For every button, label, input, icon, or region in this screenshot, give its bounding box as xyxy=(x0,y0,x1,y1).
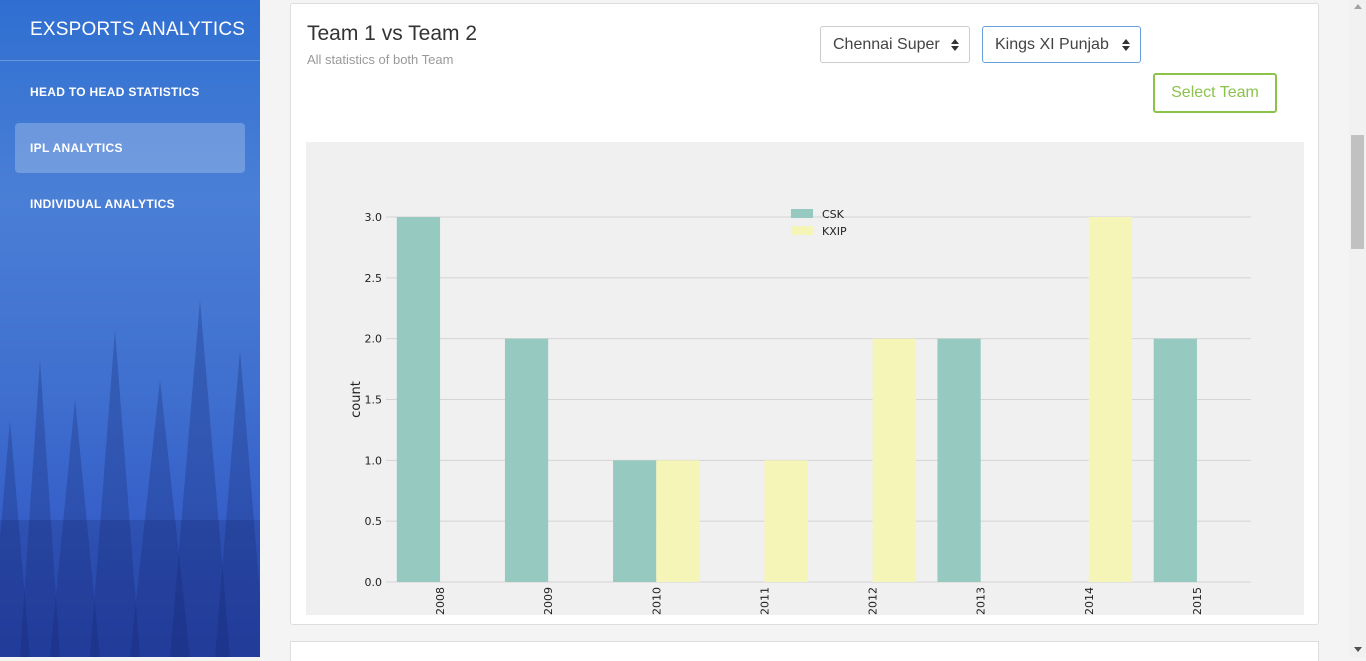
legend-swatch-csk xyxy=(791,209,813,218)
legend-label-kxip: KXIP xyxy=(822,225,847,238)
bar-csk-2010 xyxy=(613,460,657,582)
card-title: Team 1 vs Team 2 xyxy=(307,22,478,45)
y-tick-label: 3.0 xyxy=(365,211,383,224)
bar-csk-2013 xyxy=(937,338,981,582)
bar-kxip-2012 xyxy=(872,338,916,582)
bar-kxip-2014 xyxy=(1088,217,1133,582)
x-tick-label: 2008 xyxy=(434,587,447,615)
forest-background-image xyxy=(0,300,260,657)
scrollbar-thumb[interactable] xyxy=(1351,135,1364,249)
y-tick-label: 2.5 xyxy=(365,272,383,285)
x-tick-label: 2009 xyxy=(542,587,555,615)
scrollbar-track[interactable] xyxy=(1349,0,1366,657)
select-arrows-icon xyxy=(1122,39,1130,51)
scroll-down-icon[interactable] xyxy=(1354,647,1362,652)
x-tick-label: 2010 xyxy=(650,587,663,615)
card-subtitle: All statistics of both Team xyxy=(307,52,454,67)
bar-csk-2008 xyxy=(396,217,441,582)
select-arrows-icon xyxy=(951,39,959,51)
x-tick-label: 2013 xyxy=(975,587,988,615)
x-tick-label: 2015 xyxy=(1191,587,1204,615)
sidebar-item-head-to-head[interactable]: HEAD TO HEAD STATISTICS xyxy=(30,85,200,99)
y-tick-label: 1.5 xyxy=(365,394,383,407)
bar-kxip-2011 xyxy=(764,460,808,582)
y-axis-label: count xyxy=(349,381,364,418)
bar-kxip-2010 xyxy=(656,460,700,582)
chart-container: 0.0 0.5 1.0 1.5 2.0 2.5 3.0 count 2008 2009 2010 20… xyxy=(306,142,1304,615)
team-bar-chart: 0.0 0.5 1.0 1.5 2.0 2.5 3.0 count 2008 2009 2010 20… xyxy=(349,208,1251,615)
brand-title: EXSPORTS ANALYTICS xyxy=(0,0,260,61)
bar-csk-2009 xyxy=(504,338,549,582)
sidebar-item-ipl-analytics[interactable]: IPL ANALYTICS xyxy=(15,123,245,173)
legend-swatch-kxip xyxy=(791,226,813,235)
scroll-up-icon[interactable] xyxy=(1354,4,1362,9)
sidebar: EXSPORTS ANALYTICS HEAD TO HEAD STATISTI… xyxy=(0,0,260,657)
sidebar-item-individual-analytics[interactable]: INDIVIDUAL ANALYTICS xyxy=(30,197,175,211)
x-tick-label: 2011 xyxy=(758,587,771,615)
team1-select[interactable]: Chennai Super xyxy=(820,26,970,63)
team1-select-value: Chennai Super xyxy=(833,36,940,53)
team-comparison-card: Team 1 vs Team 2 All statistics of both … xyxy=(290,3,1319,625)
y-tick-label: 0.5 xyxy=(365,515,383,528)
y-tick-label: 1.0 xyxy=(365,454,383,467)
legend-label-csk: CSK xyxy=(822,208,845,221)
bar-csk-2015 xyxy=(1153,338,1197,582)
select-team-button[interactable]: Select Team xyxy=(1153,73,1277,113)
y-tick-label: 0.0 xyxy=(365,576,383,589)
team2-select[interactable]: Kings XI Punjab xyxy=(982,26,1141,63)
x-tick-label: 2012 xyxy=(867,587,880,615)
x-tick-label: 2014 xyxy=(1083,587,1096,615)
team2-select-value: Kings XI Punjab xyxy=(995,36,1109,53)
main-content: Team 1 vs Team 2 All statistics of both … xyxy=(260,0,1349,661)
next-card xyxy=(290,641,1319,661)
y-tick-label: 2.0 xyxy=(365,333,383,346)
